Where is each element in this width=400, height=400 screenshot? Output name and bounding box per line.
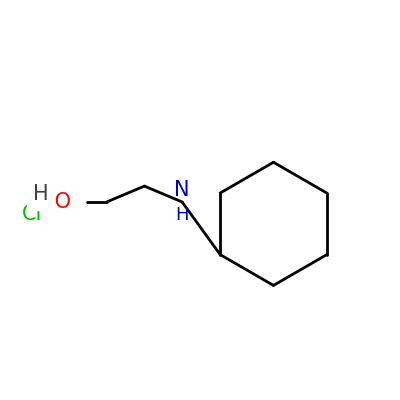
Text: H: H xyxy=(32,184,48,204)
Text: H: H xyxy=(175,206,189,224)
Text: Cl: Cl xyxy=(22,204,42,224)
Text: N: N xyxy=(174,180,190,200)
Text: HO: HO xyxy=(39,192,71,212)
